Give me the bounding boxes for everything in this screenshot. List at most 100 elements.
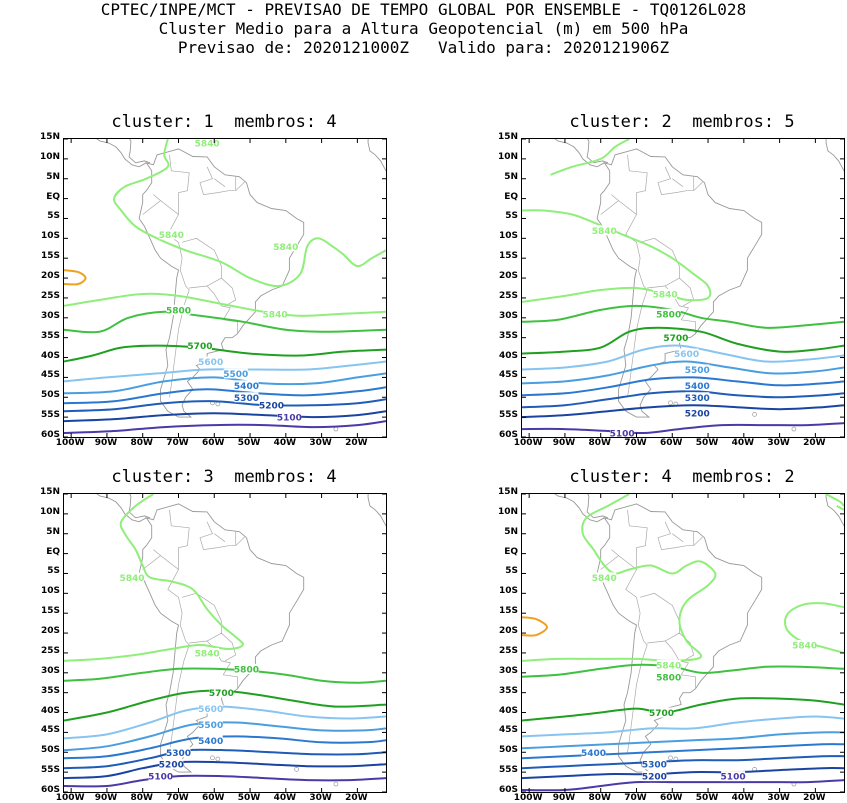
lat-tick-label: 15N — [39, 487, 60, 497]
country-border — [169, 154, 190, 215]
contour-label-bg — [653, 288, 678, 299]
contour-label-bg — [209, 687, 234, 698]
map-canvas: 5840 5840 5840 5800 5700 5400 5300 5200 5100 — [522, 494, 844, 792]
lat-tick-label: EQ — [504, 546, 518, 557]
lon-tick-label: 60W — [202, 438, 225, 448]
contour-5840-line — [64, 494, 245, 662]
panel-title: cluster: 3 membros: 4 — [111, 467, 337, 487]
contour-label: 5300 — [166, 749, 191, 759]
lon-tick-label: 60W — [660, 793, 683, 803]
contour-5400-line — [64, 735, 386, 760]
country-border — [672, 178, 684, 187]
lat-tick-label: 45S — [498, 725, 518, 736]
contour-label-bg — [159, 759, 184, 770]
lat-tick-label: 25S — [40, 290, 60, 301]
country-border — [223, 674, 238, 689]
lat-tick-label: 40S — [40, 350, 60, 361]
lat-tick-label: 35S — [498, 685, 518, 696]
country-border — [657, 521, 703, 550]
contour-5100-line — [64, 420, 386, 434]
lat-tick-label: 60S — [40, 785, 60, 795]
contour-label-bg — [642, 759, 667, 770]
contour-label: 5300 — [642, 761, 667, 771]
contour-label-bg — [592, 572, 617, 583]
contour-label: 5100 — [277, 414, 302, 424]
lat-tick-label: 20S — [40, 271, 60, 282]
contour-5840-line — [550, 139, 630, 176]
contour-label-bg — [187, 340, 212, 351]
lon-tick-label: 70W — [624, 793, 647, 803]
lat-tick-label: 35S — [40, 685, 60, 696]
lat-tick-label: 15S — [498, 606, 518, 617]
contour-label: 5400 — [198, 737, 223, 747]
contour-5800-line — [64, 667, 386, 684]
island-outline — [668, 755, 673, 761]
contour-5100-line — [64, 774, 386, 788]
country-border — [206, 285, 231, 320]
country-border — [169, 509, 190, 570]
lat-tick-label: 5N — [504, 171, 518, 182]
country-border — [189, 277, 237, 307]
contour-label: 5200 — [159, 761, 184, 771]
contour-5300-line — [522, 755, 844, 770]
lon-tick-label: 50W — [695, 438, 719, 448]
lon-tick-label: 70W — [624, 438, 647, 448]
country-border — [627, 624, 648, 753]
country-border — [214, 178, 226, 187]
lat-tick-label: 45S — [40, 725, 60, 736]
contour-label-bg — [198, 735, 223, 746]
coastline-south-america — [596, 148, 763, 418]
lat-tick-label: 55S — [498, 410, 518, 421]
lat-tick-label: 15N — [497, 487, 518, 497]
contour-5500-line — [522, 360, 844, 385]
lon-tick-label: 60W — [202, 793, 225, 803]
contour-5100-line — [522, 779, 844, 792]
island-outline — [333, 781, 339, 787]
lat-tick-label: 30S — [498, 310, 518, 321]
contour-5100-line — [522, 422, 844, 435]
contour-5300-line — [64, 398, 386, 413]
contour-label: 5600 — [674, 350, 699, 360]
contour-label-bg — [198, 703, 223, 714]
lat-tick-label: 40S — [498, 705, 518, 716]
contour-5200-line — [64, 410, 386, 423]
map-plot-area: 5840 5840 5800 5700 5600 5500 5400 5300 5200 5100 — [63, 493, 387, 793]
country-border — [681, 674, 696, 689]
lon-tick-label: 40W — [731, 438, 755, 448]
lat-tick-label: 45S — [498, 370, 518, 381]
contour-label-bg — [195, 139, 220, 148]
lat-tick-label: 10S — [40, 586, 60, 597]
lat-tick-label: 10S — [498, 231, 518, 242]
coastline-segment — [96, 139, 147, 168]
lon-tick-label: 90W — [552, 438, 576, 448]
lon-tick-label: 30W — [767, 793, 790, 803]
lon-tick-label: 60W — [660, 438, 683, 448]
contour-label: 5200 — [685, 410, 710, 420]
lat-tick-label: 55S — [498, 765, 518, 776]
lon-tick-label: 100W — [513, 438, 543, 448]
lat-tick-label: 20S — [498, 626, 518, 637]
lon-tick-label: 30W — [767, 438, 790, 448]
contour-5300-line — [522, 390, 844, 409]
lon-tick-label: 100W — [55, 438, 85, 448]
contour-label: 5840 — [119, 574, 144, 584]
coastline-segment — [825, 494, 844, 527]
coastline-segment — [367, 139, 386, 172]
lon-tick-label: 30W — [309, 793, 332, 803]
lat-tick-label: 10N — [497, 506, 518, 517]
contour-5400-line — [522, 743, 844, 760]
lat-tick-label: 5N — [46, 526, 60, 537]
contour-label: 5840 — [792, 641, 817, 651]
lon-tick-label: 90W — [552, 793, 576, 803]
lat-tick-label: 20S — [40, 626, 60, 637]
lon-tick-label: 100W — [513, 793, 543, 803]
lat-tick-label: 60S — [498, 785, 518, 795]
coastline-segment — [586, 494, 609, 519]
contour-label: 5840 — [592, 574, 617, 584]
coastline-segment — [554, 494, 605, 523]
contour-5600-line — [522, 715, 844, 738]
contour-5800-line — [64, 310, 386, 334]
country-border — [672, 533, 684, 542]
country-border — [627, 509, 648, 570]
header-line-2: Cluster Medio para a Altura Geopotencial… — [158, 19, 689, 38]
